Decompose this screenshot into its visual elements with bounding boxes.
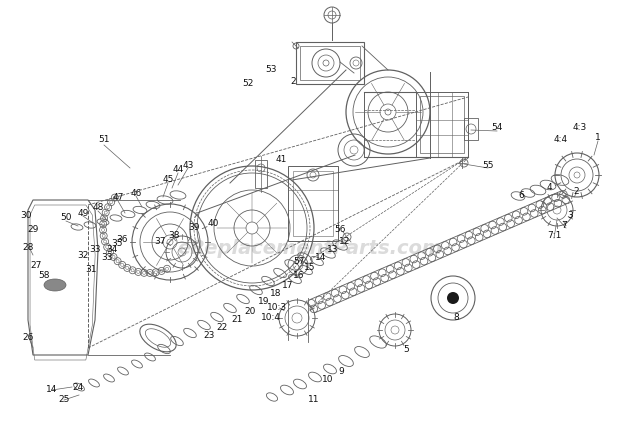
Text: 4:4: 4:4 <box>554 135 568 145</box>
Text: 37: 37 <box>154 237 166 247</box>
Text: 8: 8 <box>453 313 459 322</box>
Text: 35: 35 <box>111 239 123 248</box>
Text: 9: 9 <box>338 368 344 376</box>
Text: 10:4: 10:4 <box>261 313 281 321</box>
Text: 50: 50 <box>60 214 72 222</box>
Text: 16: 16 <box>293 272 305 280</box>
Text: 51: 51 <box>98 135 110 145</box>
Text: 7: 7 <box>561 222 567 231</box>
Text: 28: 28 <box>22 242 33 252</box>
Bar <box>300 46 360 80</box>
Text: 39: 39 <box>188 223 200 233</box>
Text: 58: 58 <box>38 270 50 280</box>
Text: 49: 49 <box>78 209 89 217</box>
Bar <box>288 166 338 241</box>
Text: 6: 6 <box>518 192 524 201</box>
Text: 22: 22 <box>216 322 228 332</box>
Text: 2: 2 <box>573 187 579 197</box>
Text: 43: 43 <box>182 160 193 170</box>
Text: 10: 10 <box>322 376 334 385</box>
Bar <box>416 92 468 157</box>
Text: 25: 25 <box>58 396 69 404</box>
Ellipse shape <box>44 279 66 291</box>
Text: 13: 13 <box>327 245 339 255</box>
Text: 56: 56 <box>334 225 346 234</box>
Circle shape <box>447 292 459 304</box>
Text: 14: 14 <box>316 253 327 263</box>
Text: 44: 44 <box>172 165 184 175</box>
Text: 4:3: 4:3 <box>573 124 587 132</box>
Text: 2: 2 <box>290 77 296 86</box>
Bar <box>293 171 333 236</box>
Text: 38: 38 <box>168 231 180 241</box>
Text: 17: 17 <box>282 280 294 289</box>
Text: 41: 41 <box>275 156 286 165</box>
Text: 20: 20 <box>244 307 255 316</box>
Text: 40: 40 <box>207 219 219 228</box>
Text: eReplacementParts.com: eReplacementParts.com <box>177 239 443 258</box>
Text: 32: 32 <box>78 250 89 259</box>
Text: 26: 26 <box>22 333 33 343</box>
Text: 11: 11 <box>308 396 320 404</box>
Text: 52: 52 <box>242 80 254 88</box>
Text: 36: 36 <box>117 236 128 244</box>
Text: 33: 33 <box>101 253 113 261</box>
Text: 7:1: 7:1 <box>547 231 561 241</box>
Text: 19: 19 <box>259 297 270 307</box>
Text: 3: 3 <box>567 211 573 220</box>
Text: 31: 31 <box>86 266 97 275</box>
Text: 53: 53 <box>265 66 277 74</box>
Text: 21: 21 <box>231 314 242 324</box>
Bar <box>464 118 478 140</box>
Text: 46: 46 <box>130 189 142 198</box>
Text: 33: 33 <box>89 245 100 255</box>
Text: 4: 4 <box>546 184 552 192</box>
Text: 14: 14 <box>46 385 58 395</box>
Text: 27: 27 <box>30 261 42 269</box>
Bar <box>255 160 267 188</box>
Text: 23: 23 <box>203 332 215 341</box>
Text: 29: 29 <box>27 225 38 234</box>
Text: 54: 54 <box>491 124 503 132</box>
Text: 12: 12 <box>339 237 351 247</box>
Text: 5: 5 <box>403 346 409 354</box>
Text: 55: 55 <box>482 160 494 170</box>
Text: 45: 45 <box>162 176 174 184</box>
Text: 24: 24 <box>73 382 84 392</box>
Bar <box>420 96 464 153</box>
Text: 1: 1 <box>595 134 601 143</box>
Text: 10:3: 10:3 <box>267 302 287 311</box>
Text: 57: 57 <box>293 256 305 266</box>
Text: 34: 34 <box>106 245 118 255</box>
Text: 47: 47 <box>112 193 123 203</box>
Bar <box>296 42 364 84</box>
Text: 18: 18 <box>270 288 281 297</box>
Text: 30: 30 <box>20 211 32 220</box>
Text: 48: 48 <box>92 203 104 212</box>
Text: 15: 15 <box>304 263 316 272</box>
